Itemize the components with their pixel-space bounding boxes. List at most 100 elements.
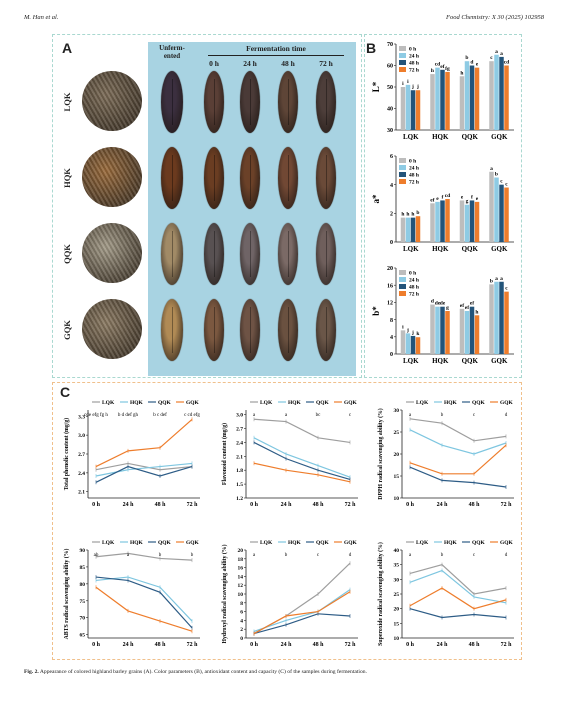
grain-gqk-0h — [204, 299, 224, 361]
b-legend-swatch-2 — [399, 284, 406, 289]
b-letter: a — [495, 49, 498, 55]
grain-crease-hqk-3 — [287, 155, 289, 201]
grain-qqk-72h — [316, 223, 336, 285]
b-bar-HQK-2 — [440, 306, 445, 354]
b-legend-label-1: 24 h — [409, 166, 419, 172]
b-category-HQK: HQK — [432, 357, 449, 365]
b-letter: e — [476, 196, 479, 202]
c-letter: c — [473, 553, 476, 558]
b-bar-QQK-2 — [469, 306, 475, 354]
c-letter: bc — [316, 413, 322, 418]
c-series-GQK — [95, 418, 193, 468]
c-xtick-label: 24 h — [437, 502, 449, 508]
grain-gqk-unfermented — [161, 299, 183, 361]
c-series-HQK — [95, 576, 193, 622]
b-bar-HQK-1 — [435, 67, 440, 130]
grain-crease-gqk-4 — [325, 307, 327, 353]
b-bar-QQK-2 — [469, 65, 475, 130]
c-legend-label-HQK: HQK — [444, 540, 458, 546]
b-letter: j — [406, 327, 409, 333]
b-legend-label-2: 48 h — [409, 285, 419, 291]
grain-lqk-0h — [204, 71, 224, 133]
b-legend-label-3: 72 h — [409, 68, 419, 74]
b-bar-GQK-0 — [489, 284, 494, 354]
grain-hqk-24h — [240, 147, 260, 209]
grain-crease-hqk-2 — [249, 155, 251, 201]
c-tick-label: 2.4 — [78, 471, 85, 477]
c-series-HQK — [409, 569, 507, 604]
b-letter: de — [440, 301, 446, 307]
b-bar-LQK-0 — [400, 87, 406, 130]
c-tick-label: 30 — [394, 408, 400, 414]
c-tick-label: 90 — [80, 548, 86, 554]
b-letter: e — [476, 62, 479, 68]
b-letter: h — [475, 309, 478, 315]
b-letter: j — [411, 84, 414, 90]
c-tick-label: 80 — [80, 582, 86, 588]
b-bar-LQK-0 — [400, 217, 406, 242]
b-bar-LQK-1 — [405, 84, 411, 130]
c-letter: a — [409, 553, 412, 558]
panel-c-charts: 2.1 2.4 2.7 3.0 3.3 0 h 24 h 48 h 72 h Total phen… — [63, 400, 514, 648]
grain-crease-qqk-1 — [213, 231, 215, 277]
b-bar-GQK-2 — [499, 281, 504, 354]
b-tick-label: 2 — [390, 212, 393, 218]
c-tick-label: 75 — [80, 599, 86, 605]
c-tick-label: 10 — [394, 496, 400, 502]
c-series-LQK — [409, 418, 507, 442]
b-legend-swatch-1 — [399, 165, 406, 170]
b-bar-HQK-1 — [435, 201, 440, 242]
b-letter: j — [411, 330, 414, 336]
b-category-GQK: GQK — [491, 245, 508, 253]
b-category-QQK: QQK — [462, 133, 479, 141]
b-legend-label-1: 24 h — [409, 54, 419, 60]
fermentation-time-title: Fermentation time — [246, 44, 306, 53]
grain-hqk-48h — [278, 147, 298, 209]
b-legend-swatch-1 — [399, 277, 406, 282]
b-letter: h — [411, 212, 414, 218]
b-legend-label-0: 0 h — [409, 159, 416, 165]
c-series-GQK — [253, 462, 351, 483]
b-legend-label-1: 24 h — [409, 278, 419, 284]
b-letter: ef — [440, 64, 444, 70]
c-tick-label: 10 — [394, 636, 400, 642]
c-letter: b — [159, 553, 162, 558]
c-xtick-label: 0 h — [92, 502, 101, 508]
b-letter: i — [402, 81, 404, 87]
c-legend-label-QQK: QQK — [158, 540, 172, 546]
c-legend-label-HQK: HQK — [288, 400, 302, 406]
grain-qqk-48h — [278, 223, 298, 285]
c-letter: b — [285, 553, 288, 558]
b-legend-swatch-0 — [399, 46, 406, 51]
c-xtick-label: 72 h — [187, 502, 199, 508]
c-tick-label: 8 — [240, 601, 243, 607]
b-letter: h — [431, 68, 434, 74]
c-letter: b d def gh — [118, 413, 139, 418]
b-bar-LQK-1 — [405, 217, 411, 242]
c-legend-label-QQK: QQK — [158, 400, 172, 406]
c-xtick-label: 0 h — [92, 642, 101, 648]
b-bar-GQK-0 — [489, 61, 494, 131]
b-legend-swatch-3 — [399, 291, 406, 296]
b-bar-QQK-0 — [459, 76, 465, 130]
c-letter: c — [473, 413, 476, 418]
b-bar-QQK-2 — [469, 200, 475, 242]
b-bar-GQK-3 — [504, 291, 509, 354]
c-tick-label: 1.2 — [236, 496, 243, 502]
c-letter: c cd efg — [184, 413, 200, 418]
panel-c-label: C — [60, 384, 71, 400]
running-header-journal: Food Chemistry: X 30 (2025) 102958 — [445, 14, 544, 21]
b-bar-QQK-1 — [464, 61, 470, 131]
b-letter: a — [500, 276, 503, 282]
c-series-QQK — [253, 613, 351, 635]
grain-gqk-48h — [278, 299, 298, 361]
b-letter: cd — [435, 62, 441, 68]
c-tick-label: 3.0 — [236, 413, 243, 419]
b-bar-LQK-0 — [400, 330, 406, 354]
b-bar-GQK-2 — [499, 184, 504, 242]
c-letter: d — [349, 553, 352, 558]
b-letter: i — [407, 79, 409, 85]
b-tick-label: 40 — [387, 107, 393, 113]
b-bar-HQK-3 — [445, 199, 450, 242]
